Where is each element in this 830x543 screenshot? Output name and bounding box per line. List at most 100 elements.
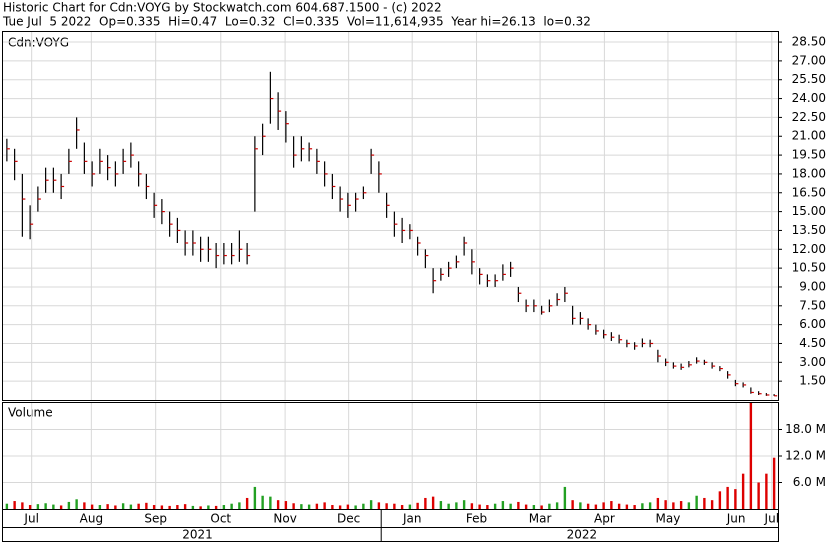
volume-bar bbox=[300, 504, 303, 509]
volume-bar bbox=[486, 505, 489, 509]
x-tick-label: Oct bbox=[210, 512, 231, 526]
volume-bar bbox=[13, 501, 16, 509]
volume-bar bbox=[114, 505, 117, 509]
volume-bar bbox=[695, 495, 698, 509]
volume-bar bbox=[501, 501, 505, 509]
volume-bar bbox=[145, 502, 148, 509]
volume-bar bbox=[462, 500, 466, 509]
volume-bar bbox=[52, 504, 55, 509]
volume-bar bbox=[90, 504, 94, 509]
y2-tick-label: 18.0 M bbox=[785, 422, 826, 436]
volume-bar bbox=[331, 505, 334, 509]
volume-bar bbox=[44, 503, 47, 509]
volume-bar bbox=[137, 503, 140, 509]
volume-bar bbox=[362, 503, 365, 509]
volume-bar bbox=[160, 505, 164, 509]
volume-label: Volume bbox=[8, 406, 53, 420]
volume-bar bbox=[385, 503, 388, 509]
volume-bar bbox=[238, 502, 241, 509]
y-tick-label: 10.50 bbox=[792, 261, 826, 275]
volume-bar bbox=[245, 497, 249, 509]
volume-bar bbox=[168, 505, 171, 509]
volume-bar bbox=[207, 505, 210, 509]
volume-bar bbox=[75, 499, 78, 509]
x-tick-label: Aug bbox=[80, 512, 103, 526]
volume-bar bbox=[478, 504, 481, 509]
volume-bar bbox=[400, 505, 404, 509]
volume-bar bbox=[176, 505, 179, 509]
volume-bar bbox=[718, 491, 722, 509]
volume-bar bbox=[36, 504, 40, 509]
volume-bar bbox=[393, 503, 396, 509]
volume-bar bbox=[253, 486, 257, 509]
y-tick-label: 4.50 bbox=[799, 336, 826, 350]
volume-bar bbox=[455, 502, 458, 509]
volume-bar bbox=[641, 503, 644, 509]
volume-bar bbox=[377, 502, 381, 509]
y-tick-label: 19.50 bbox=[792, 148, 826, 162]
y-tick-label: 6.00 bbox=[799, 317, 826, 331]
volume-bar bbox=[765, 473, 768, 509]
volume-bar bbox=[749, 403, 753, 509]
x-tick-label: Nov bbox=[273, 512, 296, 526]
volume-bar bbox=[610, 501, 613, 509]
volume-bar bbox=[323, 502, 326, 509]
y2-tick-label: 6.0 M bbox=[793, 475, 826, 489]
volume-bar bbox=[315, 503, 319, 509]
volume-bar bbox=[703, 497, 706, 509]
volume-bar bbox=[540, 505, 543, 509]
volume-bar bbox=[369, 500, 373, 509]
volume-bar bbox=[354, 505, 357, 509]
y-tick-label: 21.00 bbox=[792, 129, 826, 143]
x-tick-label: Jul bbox=[23, 512, 38, 526]
y-tick-label: 27.00 bbox=[792, 53, 826, 67]
volume-bar bbox=[191, 505, 195, 509]
volume-bar bbox=[307, 504, 311, 509]
volume-bar bbox=[726, 486, 729, 509]
volume-bar bbox=[555, 502, 559, 509]
volume-bar bbox=[276, 500, 280, 509]
volume-bar bbox=[757, 482, 760, 509]
volume-bar bbox=[59, 505, 63, 509]
volume-bar bbox=[532, 505, 536, 509]
chart-subtitle: Tue Jul 5 2022 Op=0.335 Hi=0.47 Lo=0.32 … bbox=[2, 15, 591, 29]
y-tick-label: 15.00 bbox=[792, 204, 826, 218]
y-tick-label: 22.50 bbox=[792, 110, 826, 124]
volume-bar bbox=[602, 502, 605, 509]
volume-bar bbox=[83, 502, 86, 509]
volume-bar bbox=[687, 502, 691, 509]
y-tick-label: 9.00 bbox=[799, 279, 826, 293]
volume-bar bbox=[230, 503, 233, 509]
y2-tick-label: 12.0 M bbox=[785, 449, 826, 463]
x-tick-label: Jul bbox=[764, 512, 779, 526]
volume-bar bbox=[548, 503, 551, 509]
volume-bar bbox=[625, 504, 629, 509]
volume-bar bbox=[261, 495, 264, 509]
volume-bar bbox=[152, 505, 156, 509]
volume-bar bbox=[493, 503, 497, 509]
volume-bar bbox=[338, 505, 342, 509]
volume-bar bbox=[199, 506, 202, 509]
volume-bar bbox=[28, 505, 32, 509]
y-tick-label: 28.50 bbox=[792, 35, 826, 49]
volume-bar bbox=[509, 503, 512, 509]
y-tick-label: 3.00 bbox=[799, 355, 826, 369]
volume-bar bbox=[633, 505, 636, 509]
volume-bar bbox=[664, 500, 667, 509]
y-tick-label: 12.00 bbox=[792, 242, 826, 256]
volume-bar bbox=[5, 503, 9, 509]
volume-bar bbox=[679, 501, 683, 509]
volume-bar bbox=[517, 501, 520, 509]
volume-bar bbox=[98, 505, 102, 509]
volume-bar bbox=[129, 504, 133, 509]
y-tick-label: 25.50 bbox=[792, 72, 826, 86]
volume-bar bbox=[656, 497, 660, 509]
y-tick-label: 18.00 bbox=[792, 166, 826, 180]
volume-bar bbox=[67, 501, 71, 509]
chart-title: Historic Chart for Cdn:VOYG by Stockwatc… bbox=[3, 1, 442, 15]
x-tick-label: Jun bbox=[726, 512, 746, 526]
y-tick-label: 24.00 bbox=[792, 91, 826, 105]
x-tick-label: Sep bbox=[144, 512, 167, 526]
year-panel bbox=[2, 527, 779, 542]
